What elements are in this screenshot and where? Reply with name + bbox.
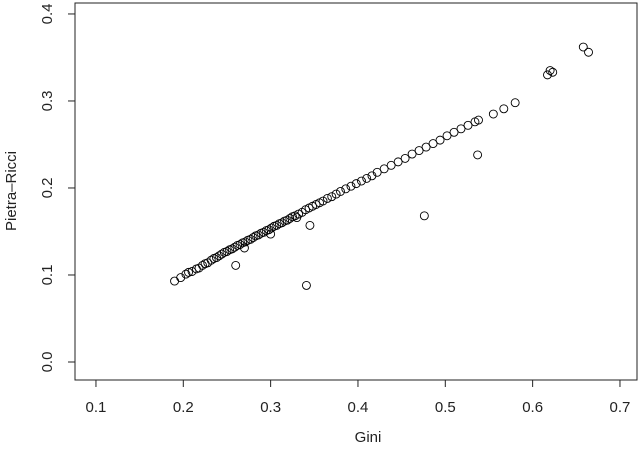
x-tick-label: 0.4 bbox=[348, 399, 369, 416]
point bbox=[407, 149, 417, 159]
point bbox=[331, 189, 341, 199]
point bbox=[231, 260, 241, 270]
point bbox=[548, 67, 558, 77]
x-tick-label: 0.5 bbox=[435, 399, 456, 416]
y-tick-label: 0.2 bbox=[39, 178, 56, 199]
y-tick-label: 0.1 bbox=[39, 265, 56, 286]
point bbox=[372, 167, 382, 177]
point bbox=[240, 237, 250, 247]
point bbox=[421, 142, 431, 152]
point bbox=[181, 269, 191, 279]
x-tick-label: 0.2 bbox=[173, 399, 194, 416]
point bbox=[266, 229, 276, 239]
point bbox=[449, 127, 459, 137]
point bbox=[318, 196, 328, 206]
point bbox=[584, 47, 593, 57]
point bbox=[474, 115, 483, 125]
point bbox=[488, 109, 498, 119]
point bbox=[184, 267, 193, 277]
point bbox=[239, 243, 249, 253]
point bbox=[393, 157, 403, 167]
point bbox=[248, 233, 258, 243]
point bbox=[351, 179, 361, 189]
point bbox=[543, 70, 552, 80]
point bbox=[301, 280, 311, 290]
point bbox=[170, 276, 180, 286]
point bbox=[400, 153, 410, 163]
point bbox=[414, 146, 424, 156]
x-tick-label: 0.6 bbox=[522, 399, 543, 416]
point bbox=[346, 181, 356, 191]
point bbox=[456, 124, 466, 134]
point bbox=[499, 104, 509, 114]
x-tick-label: 0.1 bbox=[86, 399, 107, 416]
point bbox=[217, 249, 227, 259]
y-axis-label: Pietra–Ricci bbox=[3, 151, 20, 231]
x-tick-label: 0.3 bbox=[260, 399, 281, 416]
point bbox=[327, 192, 337, 202]
point bbox=[341, 184, 351, 194]
point bbox=[222, 247, 232, 256]
point bbox=[277, 218, 287, 228]
x-tick-label: 0.7 bbox=[610, 399, 631, 416]
point bbox=[442, 131, 452, 141]
point bbox=[510, 98, 520, 108]
point bbox=[362, 173, 372, 183]
point bbox=[336, 187, 345, 196]
point bbox=[322, 193, 332, 203]
point bbox=[428, 139, 438, 149]
point bbox=[545, 66, 555, 75]
point bbox=[419, 211, 429, 221]
point bbox=[473, 150, 483, 160]
point bbox=[198, 260, 207, 270]
x-axis-label: Gini bbox=[355, 429, 382, 446]
point bbox=[357, 176, 366, 186]
point bbox=[305, 220, 315, 230]
point bbox=[272, 220, 282, 230]
y-tick-label: 0.4 bbox=[39, 4, 56, 25]
point bbox=[463, 120, 473, 130]
point bbox=[292, 213, 302, 223]
point bbox=[578, 42, 588, 52]
point bbox=[206, 255, 216, 265]
point bbox=[230, 242, 240, 252]
point bbox=[379, 164, 389, 174]
point bbox=[285, 213, 295, 223]
point bbox=[435, 135, 445, 145]
point bbox=[253, 230, 263, 240]
plot-frame bbox=[74, 2, 638, 381]
y-tick-label: 0.0 bbox=[39, 352, 56, 373]
point bbox=[267, 223, 276, 233]
y-tick-label: 0.3 bbox=[39, 91, 56, 112]
point bbox=[259, 227, 269, 237]
point bbox=[187, 267, 197, 276]
point bbox=[386, 160, 396, 170]
